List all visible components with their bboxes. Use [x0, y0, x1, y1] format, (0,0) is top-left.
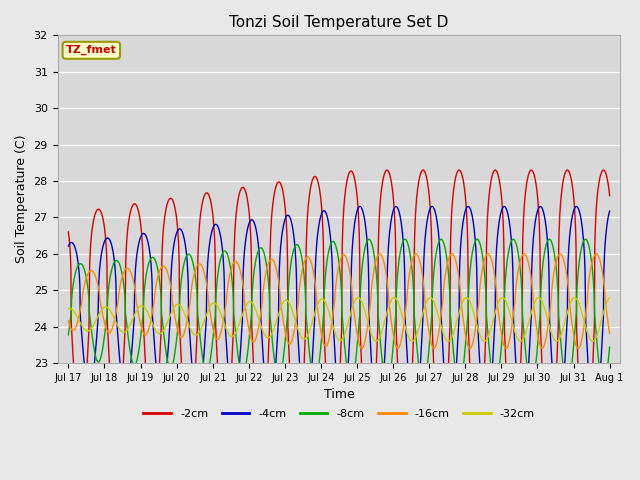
-4cm [305, 398, 313, 404]
-32cm [65, 306, 72, 312]
-2cm [315, 183, 323, 189]
X-axis label: Time: Time [324, 388, 355, 401]
-16cm [315, 316, 323, 322]
-8cm [315, 361, 323, 367]
Legend: -2cm, -4cm, -8cm, -16cm, -32cm: -2cm, -4cm, -8cm, -16cm, -32cm [139, 404, 539, 423]
-2cm [582, 473, 589, 479]
-8cm [294, 242, 302, 248]
-2cm [305, 194, 313, 200]
-2cm [372, 362, 380, 368]
-32cm [129, 317, 136, 323]
-4cm [315, 222, 323, 228]
-16cm [605, 331, 613, 336]
-16cm [294, 302, 302, 308]
-16cm [593, 251, 600, 257]
-2cm [294, 461, 302, 467]
-16cm [65, 318, 72, 324]
Title: Tonzi Soil Temperature Set D: Tonzi Soil Temperature Set D [229, 15, 449, 30]
-16cm [574, 346, 582, 351]
-16cm [305, 255, 313, 261]
-4cm [129, 342, 136, 348]
Line: -4cm: -4cm [68, 206, 609, 425]
-32cm [589, 338, 596, 344]
Line: -8cm: -8cm [68, 239, 609, 385]
-4cm [591, 422, 598, 428]
-4cm [605, 208, 613, 214]
Y-axis label: Soil Temperature (C): Soil Temperature (C) [15, 135, 28, 264]
-32cm [305, 329, 313, 335]
-8cm [605, 344, 613, 350]
-4cm [294, 335, 302, 340]
-32cm [294, 326, 302, 332]
-32cm [315, 299, 323, 305]
-2cm [600, 167, 607, 173]
-8cm [582, 236, 589, 242]
Line: -2cm: -2cm [68, 170, 609, 476]
Text: TZ_fmet: TZ_fmet [66, 45, 116, 55]
-16cm [129, 274, 136, 280]
-8cm [600, 382, 607, 388]
-4cm [65, 243, 72, 249]
-32cm [106, 308, 114, 314]
-2cm [129, 203, 136, 209]
-2cm [65, 229, 72, 235]
-4cm [573, 204, 580, 209]
-4cm [372, 418, 380, 424]
-32cm [571, 295, 579, 300]
-4cm [106, 238, 114, 244]
Line: -32cm: -32cm [68, 298, 609, 341]
-8cm [65, 332, 72, 338]
-2cm [106, 376, 114, 382]
-8cm [106, 274, 114, 279]
-2cm [605, 192, 613, 198]
-16cm [106, 329, 114, 335]
-8cm [305, 348, 313, 353]
-8cm [129, 359, 136, 364]
-32cm [605, 295, 613, 301]
-16cm [372, 256, 380, 262]
Line: -16cm: -16cm [68, 254, 609, 348]
-32cm [372, 338, 380, 344]
-8cm [372, 271, 380, 277]
